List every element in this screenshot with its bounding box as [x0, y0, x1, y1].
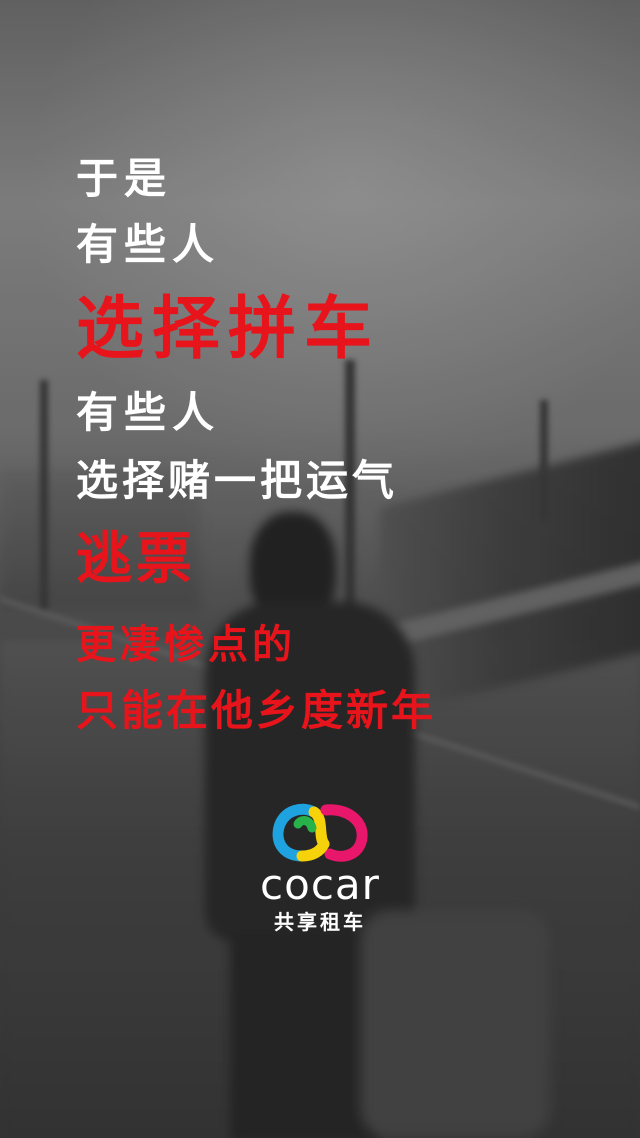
headline-line-8: 只能在他乡度新年 [76, 690, 436, 732]
headline-line-7: 更凄惨点的 [76, 625, 296, 665]
headline-line-6: 逃票 [76, 532, 196, 588]
headline-line-4: 有些人 [76, 392, 220, 434]
headline-line-5: 选择赌一把运气 [76, 460, 398, 502]
logo-wordmark: cocar [240, 864, 400, 906]
logo-subtitle: 共享租车 [240, 912, 400, 932]
headline-line-2: 有些人 [76, 224, 220, 266]
cocar-logo: cocar 共享租车 [240, 798, 400, 938]
cocar-ring-logo-icon [268, 798, 372, 868]
headline-line-3: 选择拼车 [76, 296, 380, 364]
headline-line-1: 于是 [76, 158, 172, 200]
